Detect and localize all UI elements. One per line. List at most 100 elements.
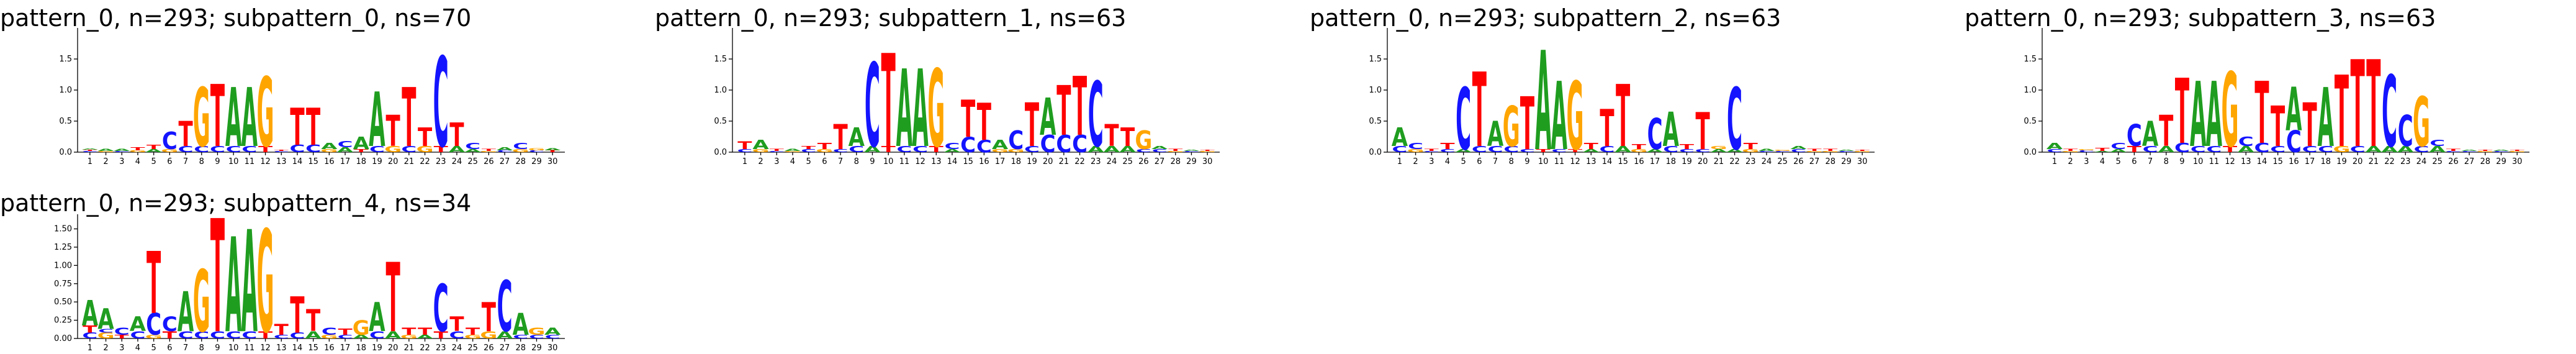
logo-letter-T: T: [737, 140, 752, 152]
logo-letter-C: C: [2462, 151, 2477, 153]
x-tick-label: 9: [215, 157, 220, 166]
logo-letter-C: C: [1759, 151, 1774, 153]
x-tick-label: 5: [1461, 157, 1466, 166]
logo-letter-T: T: [1600, 99, 1614, 158]
logo-letter-A: A: [417, 334, 433, 340]
y-tick-label: 1.5: [2024, 55, 2037, 64]
logo-letter-T: T: [2271, 94, 2285, 159]
logo-letter-A: A: [1647, 148, 1663, 153]
logo-letter-A: A: [1838, 150, 1855, 152]
x-tick-label: 19: [1682, 157, 1692, 166]
logo-letter-A: A: [1040, 88, 1056, 147]
x-tick-label: 27: [2464, 157, 2475, 166]
logo-letter-C: C: [2047, 148, 2062, 153]
logo-letter-C: C: [1040, 130, 1056, 158]
logo-letter-G: G: [2477, 151, 2494, 153]
logo-letter-A: A: [2047, 142, 2063, 152]
x-tick-label: 16: [324, 343, 335, 353]
logo-letter-T: T: [929, 145, 944, 155]
y-tick-label: 1.25: [54, 243, 72, 252]
logo-letter-A: A: [864, 145, 880, 155]
logo-letter-C: C: [1663, 145, 1678, 155]
logo-letter-A: A: [497, 147, 513, 152]
logo-letter-T: T: [306, 98, 320, 157]
x-tick-label: 25: [1122, 157, 1133, 166]
logo-letter-A: A: [2206, 63, 2222, 168]
logo-letter-G: G: [320, 334, 338, 340]
x-tick-label: 1: [88, 343, 92, 353]
x-tick-label: 9: [2179, 157, 2184, 166]
logo-letter-A: A: [2429, 145, 2445, 155]
logo-letter-T: T: [466, 326, 480, 338]
y-tick-label: 1.0: [59, 86, 72, 95]
y-tick-label: 1.0: [714, 86, 727, 95]
x-tick-label: 24: [452, 343, 462, 353]
logo-letter-G: G: [145, 334, 163, 340]
logo-letter-C: C: [226, 329, 241, 341]
x-tick-label: 11: [245, 157, 255, 166]
logo-letter-C: C: [1839, 151, 1854, 153]
logo-letter-C: C: [338, 140, 353, 150]
logo-letter-C: C: [2079, 150, 2094, 153]
logo-letter-T: T: [290, 98, 304, 157]
x-tick-label: 11: [2209, 157, 2220, 166]
x-tick-label: 5: [806, 157, 811, 166]
x-tick-label: 25: [2432, 157, 2443, 166]
logo-letter-C: C: [513, 142, 528, 152]
logo-letter-A: A: [1551, 63, 1567, 171]
logo-letter-G: G: [320, 148, 338, 153]
x-tick-label: 20: [388, 157, 399, 166]
x-tick-label: 3: [119, 157, 124, 166]
x-tick-label: 18: [356, 157, 366, 166]
logo-letter-C: C: [849, 145, 864, 155]
logo-letter-A: A: [369, 76, 385, 163]
logo-letter-G: G: [193, 72, 210, 166]
logo-letter-T: T: [1120, 122, 1135, 152]
x-tick-label: 30: [547, 343, 558, 353]
logo-letter-A: A: [2493, 150, 2510, 152]
logo-letter-A: A: [1183, 150, 1200, 152]
logo-letter-C: C: [2270, 145, 2286, 155]
logo-letter-T: T: [2366, 36, 2380, 175]
logo-letter-C: C: [1392, 145, 1407, 155]
y-tick-label: 0.5: [2024, 117, 2037, 126]
logo-letter-T: T: [163, 329, 178, 341]
logo-letter-A: A: [992, 137, 1009, 152]
logo-letter-C: C: [433, 32, 449, 175]
logo-letter-C: C: [130, 329, 145, 341]
logo-letter-C: C: [2382, 55, 2397, 169]
x-tick-label: 8: [854, 157, 859, 166]
x-tick-label: 16: [1634, 157, 1644, 166]
x-tick-label: 2: [103, 157, 108, 166]
logo-letter-G: G: [417, 145, 434, 155]
logo-letter-A: A: [145, 148, 161, 153]
y-tick-label: 0.75: [54, 279, 72, 289]
logo-letter-C: C: [944, 142, 960, 152]
logo-letter-C: C: [2206, 145, 2222, 155]
logo-letter-C: C: [162, 312, 178, 336]
logo-letter-A: A: [2158, 145, 2174, 155]
logo-letter-A: A: [353, 134, 369, 153]
logo-letter-C: C: [2413, 145, 2429, 155]
logo-letter-A: A: [225, 212, 241, 354]
x-tick-label: 2: [103, 343, 108, 353]
logo-letter-T: T: [482, 294, 496, 341]
logo-letter-T: T: [386, 243, 400, 354]
logo-letter-C: C: [1184, 151, 1199, 153]
logo-letter-T: T: [1425, 148, 1439, 152]
x-tick-label: 10: [2193, 157, 2204, 166]
x-tick-label: 21: [2369, 157, 2379, 166]
logo-letter-T: T: [2063, 148, 2078, 152]
logo-letter-C: C: [1488, 145, 1503, 155]
logo-letter-A: A: [1711, 148, 1727, 153]
x-tick-label: 19: [372, 157, 382, 166]
x-tick-label: 29: [531, 157, 542, 166]
logo-panel-2: pattern_0, n=293; subpattern_2, ns=63 0.0…: [1310, 4, 1875, 181]
logo-letter-T: T: [1855, 150, 1870, 152]
logo-letter-T: T: [1568, 148, 1583, 153]
logo-letter-C: C: [194, 329, 209, 341]
logo-letter-C: C: [322, 326, 337, 338]
logo-letter-T: T: [402, 326, 417, 338]
x-tick-label: 14: [292, 343, 303, 353]
